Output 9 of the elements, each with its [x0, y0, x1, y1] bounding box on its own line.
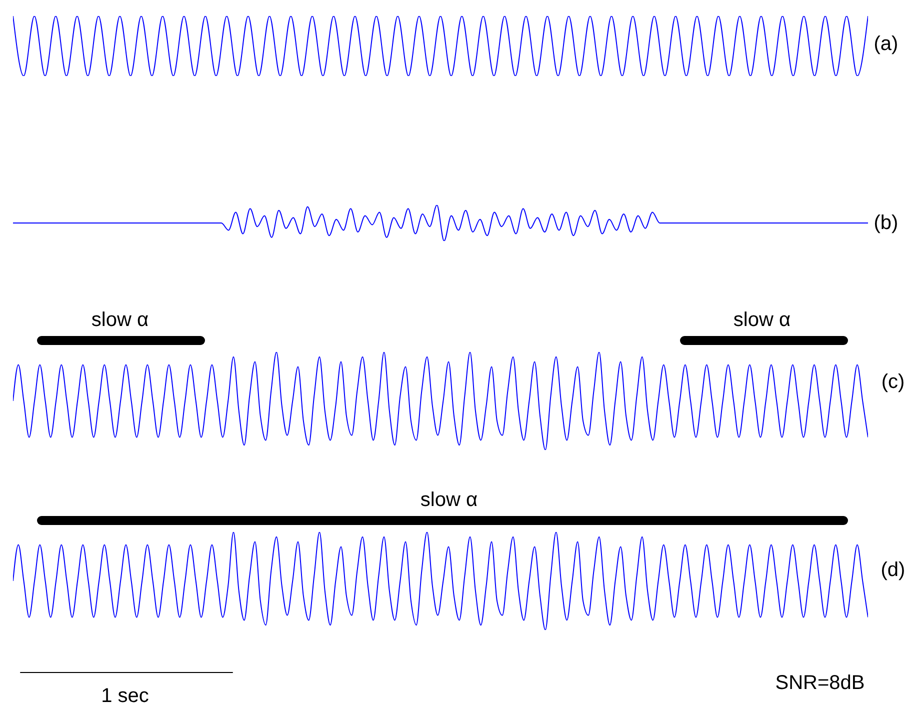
text: slow α	[420, 489, 478, 511]
text: SNR=8dB	[775, 672, 865, 694]
text: 1 sec	[101, 685, 149, 707]
text: (a)	[874, 33, 898, 55]
text: (d)	[880, 559, 906, 581]
text: (c)	[881, 371, 905, 393]
text: slow α	[91, 309, 149, 331]
text: slow α	[733, 309, 791, 331]
text: (b)	[874, 212, 898, 234]
